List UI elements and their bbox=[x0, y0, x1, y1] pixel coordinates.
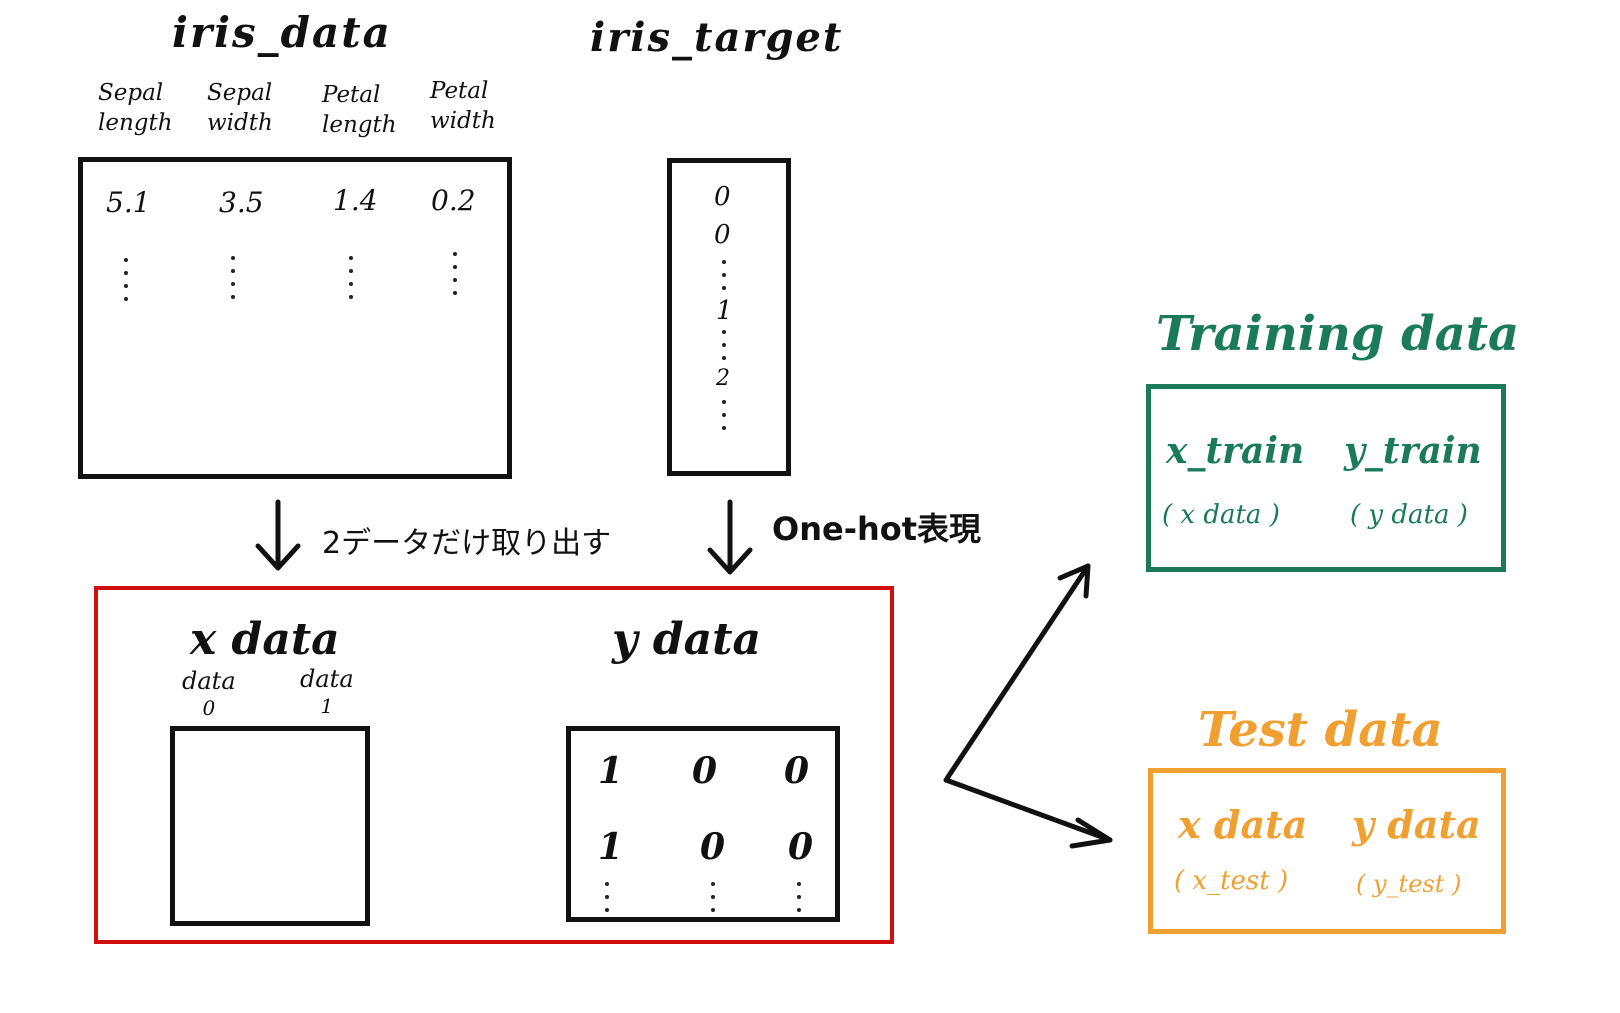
x-data-column-label: data 0 bbox=[182, 668, 236, 721]
y-data-cell: 0 bbox=[788, 826, 814, 868]
column-header-line1: Sepal bbox=[207, 80, 273, 106]
iris-target-value: 2 bbox=[716, 366, 730, 391]
y-data-title: y data bbox=[612, 614, 761, 665]
iris-data-cell: 0.2 bbox=[431, 184, 476, 217]
ellipsis-vertical bbox=[605, 882, 609, 921]
y-data-cell: 1 bbox=[598, 750, 624, 792]
ellipsis-vertical bbox=[722, 260, 726, 299]
iris-target-value: 1 bbox=[716, 296, 733, 326]
ellipsis-vertical bbox=[124, 258, 128, 310]
split-arrow-icon bbox=[943, 563, 1113, 849]
ellipsis-vertical bbox=[349, 256, 353, 308]
extract-step-label: 2データだけ取り出す bbox=[322, 526, 612, 561]
column-header-sepal-width: Sepal width bbox=[207, 78, 273, 138]
iris-data-cell: 3.5 bbox=[219, 186, 264, 219]
processed-data-frame bbox=[94, 586, 894, 944]
iris-target-vector bbox=[667, 158, 791, 476]
test-data-box bbox=[1148, 768, 1506, 934]
ellipsis-vertical bbox=[722, 400, 726, 439]
x-data-column-label: data 1 bbox=[300, 666, 354, 719]
iris-data-cell: 5.1 bbox=[106, 186, 151, 219]
x-test-sub: ( x_test ) bbox=[1174, 866, 1289, 896]
down-arrow-icon bbox=[707, 499, 753, 575]
column-index: 0 bbox=[202, 696, 216, 720]
x-data-title: x data bbox=[190, 614, 340, 665]
iris-target-value: 0 bbox=[714, 182, 731, 212]
column-header-petal-length: Petal length bbox=[322, 80, 397, 140]
x-test-label: x data bbox=[1178, 802, 1308, 847]
y-train-label: y_train bbox=[1344, 430, 1482, 472]
ellipsis-vertical bbox=[722, 330, 726, 369]
ellipsis-vertical bbox=[231, 256, 235, 308]
y-data-cell: 0 bbox=[692, 750, 718, 792]
column-header-line2: length bbox=[322, 112, 397, 138]
y-data-cell: 1 bbox=[598, 826, 624, 868]
test-data-title: Test data bbox=[1198, 702, 1443, 758]
column-header-petal-width: Petal width bbox=[430, 76, 496, 136]
training-data-title: Training data bbox=[1156, 306, 1520, 362]
onehot-step-label: One-hot表現 bbox=[772, 510, 982, 548]
column-index: 1 bbox=[320, 694, 334, 718]
y-data-matrix bbox=[566, 726, 840, 922]
y-data-cell: 0 bbox=[700, 826, 726, 868]
column-header-line2: length bbox=[98, 110, 173, 136]
ellipsis-vertical bbox=[453, 252, 457, 304]
x-data-matrix bbox=[170, 726, 370, 926]
iris-data-title: iris_data bbox=[172, 8, 392, 57]
y-test-sub: ( y_test ) bbox=[1356, 870, 1462, 898]
column-header-line2: width bbox=[430, 108, 496, 134]
ellipsis-vertical bbox=[797, 882, 801, 921]
iris-data-matrix bbox=[78, 157, 512, 479]
column-header-line2: width bbox=[207, 110, 273, 136]
column-header-line1: Sepal bbox=[98, 80, 164, 106]
column-name: data bbox=[300, 665, 354, 693]
iris-data-cell: 1.4 bbox=[333, 184, 378, 217]
training-data-box bbox=[1146, 384, 1506, 572]
iris-target-value: 0 bbox=[714, 220, 731, 250]
column-header-line1: Petal bbox=[430, 78, 489, 104]
column-header-line1: Petal bbox=[322, 82, 381, 108]
y-test-label: y data bbox=[1352, 802, 1481, 847]
y-data-cell: 0 bbox=[784, 750, 810, 792]
x-train-label: x_train bbox=[1166, 430, 1305, 472]
column-name: data bbox=[182, 667, 236, 695]
column-header-sepal-length: Sepal length bbox=[98, 78, 173, 138]
down-arrow-icon bbox=[255, 499, 301, 571]
iris-target-title: iris_target bbox=[590, 14, 844, 61]
x-train-sub: ( x data ) bbox=[1162, 500, 1280, 530]
ellipsis-vertical bbox=[711, 882, 715, 921]
y-train-sub: ( y data ) bbox=[1350, 500, 1468, 530]
